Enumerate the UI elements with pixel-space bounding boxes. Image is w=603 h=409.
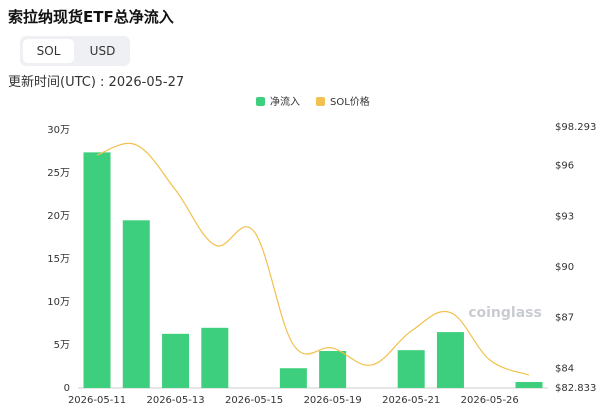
y2-tick-label: $96 bbox=[555, 161, 574, 172]
x-tick-label: 2026-05-13 bbox=[146, 395, 204, 406]
toggle-option[interactable]: SOL bbox=[23, 39, 74, 63]
x-tick-label: 2026-05-19 bbox=[304, 395, 362, 406]
x-tick-label: 2026-05-15 bbox=[225, 395, 283, 406]
y2-tick-label: $87 bbox=[555, 313, 574, 324]
bar bbox=[515, 381, 543, 388]
y2-tick-label: $84 bbox=[555, 363, 574, 374]
bar bbox=[397, 350, 425, 388]
bar bbox=[83, 152, 111, 388]
bar bbox=[162, 333, 190, 388]
x-tick-label: 2026-05-21 bbox=[382, 395, 440, 406]
bar bbox=[201, 327, 229, 388]
y-tick-label: 20万 bbox=[47, 211, 70, 222]
y2-tick-label: $98.293 bbox=[555, 122, 596, 133]
update-time: 更新时间(UTC) : 2026-05-27 bbox=[8, 75, 185, 90]
page-title: 索拉纳现货ETF总净流入 bbox=[8, 8, 174, 26]
legend-swatch bbox=[316, 97, 325, 106]
legend-label: SOL价格 bbox=[330, 95, 370, 108]
y2-tick-label: $82.833 bbox=[555, 383, 596, 394]
watermark: coinglass bbox=[468, 305, 542, 321]
legend-label: 净流入 bbox=[270, 95, 300, 108]
y2-tick-label: $93 bbox=[555, 211, 574, 222]
y-tick-label: 10万 bbox=[47, 297, 70, 308]
toggle-option[interactable]: USD bbox=[89, 44, 116, 58]
bar bbox=[319, 351, 347, 388]
bar bbox=[122, 220, 150, 388]
y-tick-label: 25万 bbox=[47, 168, 70, 179]
y-tick-label: 30万 bbox=[47, 125, 70, 136]
bar bbox=[436, 332, 464, 388]
x-tick-label: 2026-05-11 bbox=[68, 395, 126, 406]
y-tick-label: 5万 bbox=[54, 340, 70, 351]
y-tick-label: 0 bbox=[64, 383, 70, 394]
legend-swatch bbox=[256, 97, 265, 106]
unit-toggle: SOL USD bbox=[20, 36, 130, 66]
bar bbox=[279, 368, 307, 388]
x-tick-label: 2026-05-26 bbox=[461, 395, 519, 406]
price-line bbox=[96, 142, 530, 376]
y-tick-label: 15万 bbox=[47, 254, 70, 265]
y2-tick-label: $90 bbox=[555, 262, 574, 273]
